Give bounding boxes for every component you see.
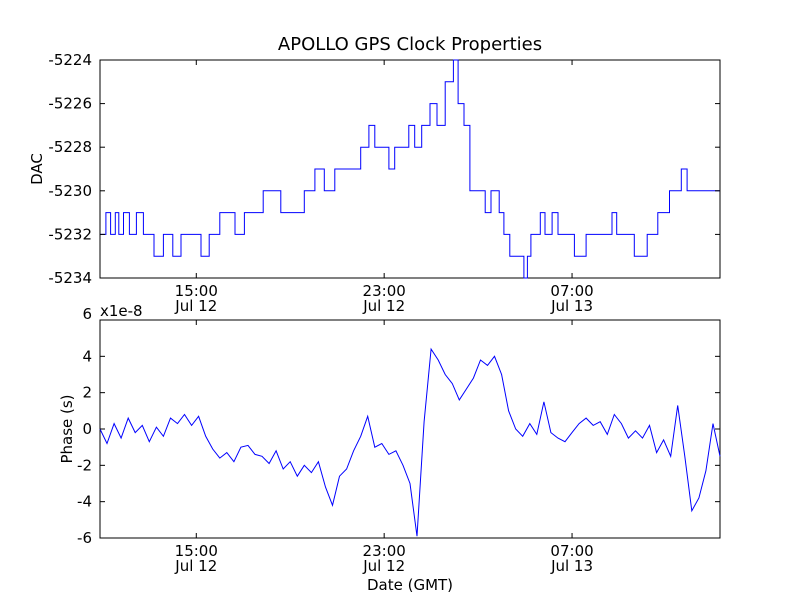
dac-ytick-label: -5228: [48, 138, 92, 156]
dac-xtick-date: Jul 12: [362, 297, 405, 315]
phase-xtick-date: Jul 12: [362, 557, 405, 575]
dac-xtick-time: 07:00: [550, 282, 593, 300]
phase-xtick-date: Jul 13: [550, 557, 593, 575]
phase-xtick-time: 15:00: [175, 542, 218, 560]
dac-xtick-date: Jul 13: [550, 297, 593, 315]
dac-plot-frame: [99, 59, 721, 279]
phase-ytick-label: -2: [77, 456, 92, 474]
phase-xtick-time: 23:00: [363, 542, 406, 560]
dac-xtick-time: 23:00: [363, 282, 406, 300]
dac-xtick-time: 15:00: [175, 282, 218, 300]
chart-title: APOLLO GPS Clock Properties: [278, 34, 542, 55]
dac-series-line: [100, 59, 720, 279]
phase-xtick-time: 07:00: [550, 542, 593, 560]
dac-ytick-label: -5226: [48, 95, 92, 113]
phase-ytick-label: 0: [82, 420, 92, 438]
phase-ylabel: Phase (s): [58, 394, 76, 463]
phase-ytick-label: -6: [77, 529, 92, 547]
phase-ytick-label: -4: [77, 493, 92, 511]
phase-xlabel: Date (GMT): [367, 576, 453, 594]
dac-xtick-date: Jul 12: [174, 297, 217, 315]
phase-xtick-date: Jul 12: [174, 557, 217, 575]
phase-series-line: [99, 347, 721, 537]
dac-ytick-label: -5234: [48, 269, 92, 287]
phase-ytick-label: 4: [82, 347, 92, 365]
phase-ytick-label: 6: [82, 305, 92, 323]
dac-ytick-label: -5230: [48, 182, 92, 200]
dac-ytick-label: -5232: [48, 225, 92, 243]
dac-ylabel: DAC: [28, 153, 46, 185]
dac-ytick-label: -5224: [48, 51, 92, 69]
phase-ytick-label: 2: [82, 384, 92, 402]
phase-offset-label: x1e-8: [100, 302, 143, 320]
